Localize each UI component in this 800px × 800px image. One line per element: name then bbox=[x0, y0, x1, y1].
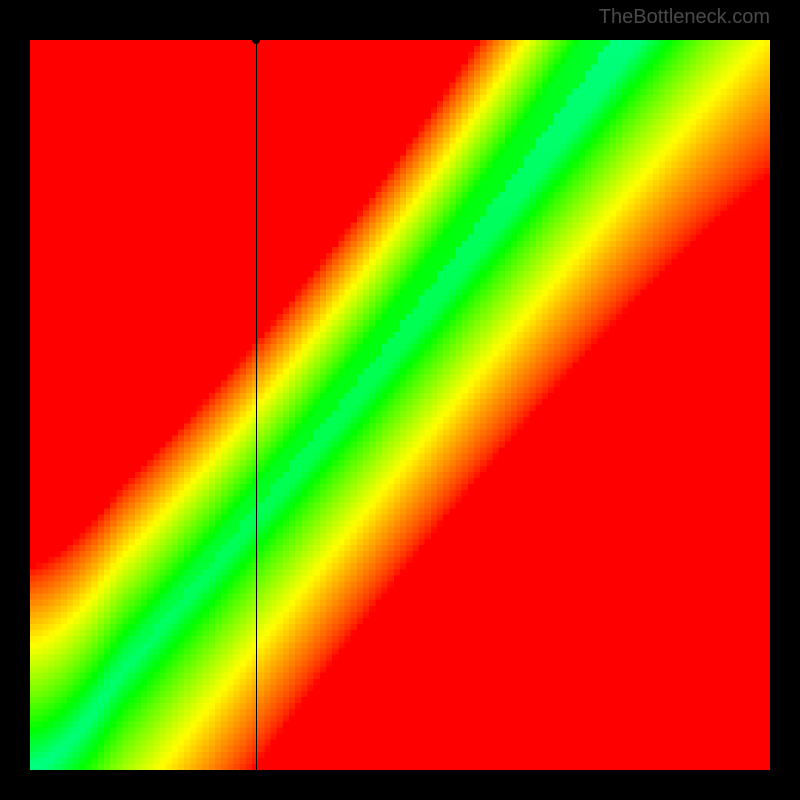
marker-dot bbox=[252, 36, 260, 44]
watermark-text: TheBottleneck.com bbox=[599, 6, 770, 29]
marker-vertical-line bbox=[256, 40, 257, 770]
heatmap-canvas bbox=[30, 40, 770, 770]
heatmap-plot bbox=[30, 40, 770, 770]
